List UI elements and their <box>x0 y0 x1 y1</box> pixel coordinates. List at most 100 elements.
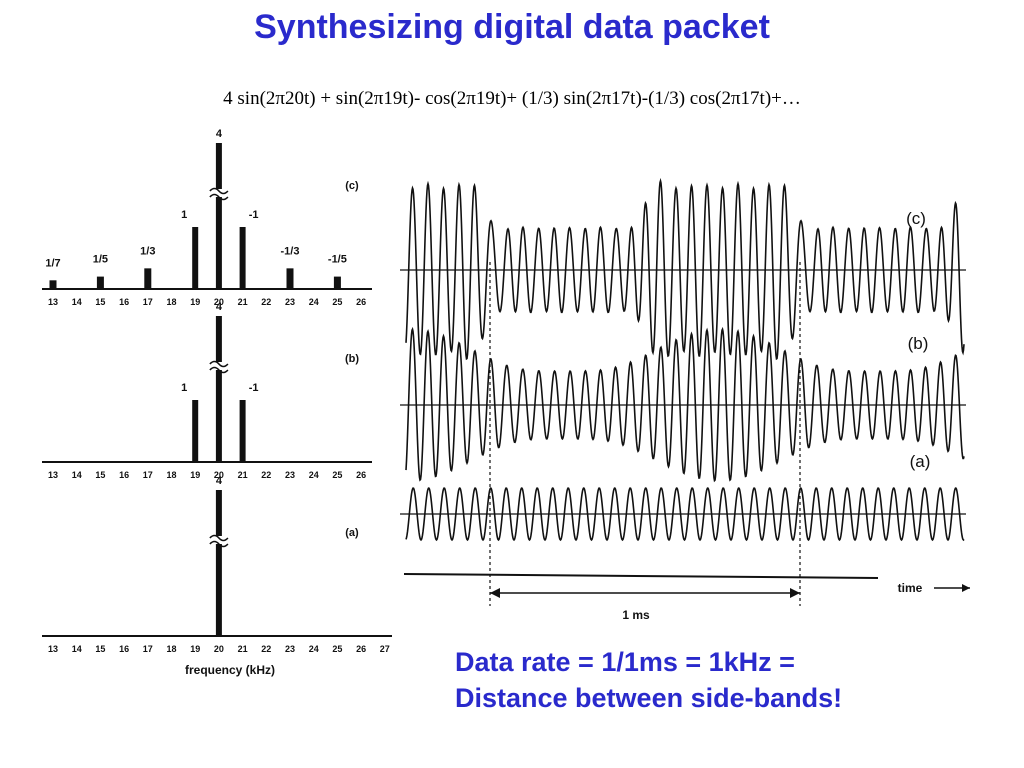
axis-break-mark <box>209 534 229 542</box>
data-rate-note: Data rate = 1/1ms = 1kHz = Distance betw… <box>455 644 842 716</box>
bar-label: -1/5 <box>328 254 347 266</box>
tick-label: 26 <box>356 470 366 480</box>
bar-label: 1/5 <box>93 254 108 266</box>
time-annotations: time 1 ms <box>403 262 970 622</box>
spectrum-bar-20 <box>215 316 222 462</box>
tick-label: 23 <box>285 644 295 654</box>
tick-label: 27 <box>380 644 390 654</box>
tick-label: 17 <box>143 297 153 307</box>
waveform-panels: (c) (b) (a) time 1 ms <box>400 177 970 622</box>
spectrum-panel-label: (b) <box>345 353 359 365</box>
tick-label: 23 <box>285 297 295 307</box>
tick-label: 18 <box>166 470 176 480</box>
tick-label: 13 <box>48 470 58 480</box>
tick-label: 26 <box>356 644 366 654</box>
tick-label: 16 <box>119 644 129 654</box>
waveform-trace <box>405 177 965 361</box>
axis-break <box>212 362 225 370</box>
tick-label: 15 <box>95 297 105 307</box>
spectrum-bar-25 <box>333 276 341 289</box>
axis-break-mark <box>209 360 229 368</box>
waveform-trace <box>405 326 965 483</box>
waveform-panel-0: (c) <box>400 177 966 361</box>
tick-label: 13 <box>48 297 58 307</box>
tick-label: 25 <box>332 644 342 654</box>
waveform-panel-label: (c) <box>906 209 926 228</box>
tick-label: 22 <box>261 297 271 307</box>
interval-arrow-left <box>490 588 500 598</box>
axis-break-mark <box>209 540 229 548</box>
tick-label: 23 <box>285 470 295 480</box>
bar-label: -1/3 <box>281 245 300 257</box>
time-arrow-head <box>962 584 970 592</box>
tick-label: 17 <box>143 470 153 480</box>
tick-label: 16 <box>119 297 129 307</box>
time-axis-label: time <box>898 581 923 595</box>
tick-label: 25 <box>332 470 342 480</box>
axis-break-mark <box>209 366 229 374</box>
spectra-panels: 13 14 15 16 17 18 19 20 21 22 23 24 25 26(c)1/7 1/51/3… <box>42 128 392 677</box>
tick-label: 14 <box>72 297 82 307</box>
time-axis <box>403 573 879 579</box>
bar-label: 1/7 <box>45 257 60 269</box>
spectrum-bar-19 <box>192 400 199 462</box>
tick-label: 22 <box>261 470 271 480</box>
note-line-2: Distance between side-bands! <box>455 683 843 713</box>
tick-label: 22 <box>261 644 271 654</box>
spectrum-bar-19 <box>192 227 199 289</box>
formula: 4 sin(2π20t) + sin(2π19t)- cos(2π19t)+ (… <box>223 88 801 109</box>
tick-label: 20 <box>214 297 224 307</box>
axis-break-mark <box>209 187 229 195</box>
tick-label: 24 <box>309 470 319 480</box>
note-line-1: Data rate = 1/1ms = 1kHz = <box>455 647 795 677</box>
waveform-panel-label: (a) <box>910 452 931 471</box>
tick-label: 17 <box>143 644 153 654</box>
bar-label: 1 <box>181 382 187 394</box>
spectrum-bar-17 <box>144 268 152 289</box>
tick-label: 21 <box>238 644 248 654</box>
tick-label: 19 <box>190 297 200 307</box>
spectrum-panel-1: 13 14 15 16 17 18 19 20 21 22 23 24 25 26(b)14-1 <box>42 301 372 480</box>
spectrum-panel-label: (a) <box>345 527 359 539</box>
axis-break <box>212 536 225 544</box>
tick-label: 19 <box>190 470 200 480</box>
spectrum-bar-15 <box>96 276 104 289</box>
slide-title: Synthesizing digital data packet <box>254 8 770 46</box>
spectrum-bar-21 <box>239 227 246 289</box>
tick-label: 18 <box>166 644 176 654</box>
frequency-axis-label: frequency (kHz) <box>185 663 275 677</box>
bar-label: 4 <box>216 128 223 140</box>
bar-label: -1 <box>249 382 259 394</box>
spectrum-bar-20 <box>215 143 222 289</box>
tick-label: 15 <box>95 644 105 654</box>
spectrum-bar-20 <box>215 490 222 636</box>
tick-label: 18 <box>166 297 176 307</box>
tick-label: 14 <box>72 644 82 654</box>
waveform-panel-label: (b) <box>908 334 929 353</box>
waveform-panel-1: (b) <box>400 326 966 483</box>
axis-break <box>212 189 225 197</box>
tick-label: 25 <box>332 297 342 307</box>
interval-label: 1 ms <box>622 608 650 622</box>
spectrum-panel-2: 13 14 15 16 17 18 19 20 21 22 23 24 25 26 27 (a) 4 freque… <box>42 475 392 677</box>
tick-label: 24 <box>309 644 319 654</box>
tick-label: 19 <box>190 644 200 654</box>
spectrum-bar-21 <box>239 400 246 462</box>
spectrum-panel-label: (c) <box>345 180 359 192</box>
tick-label: 24 <box>309 297 319 307</box>
bar-label: 4 <box>216 301 223 313</box>
bar-label: 1 <box>181 209 187 221</box>
tick-label: 14 <box>72 470 82 480</box>
tick-label: 20 <box>214 644 224 654</box>
spectrum-bar-13 <box>49 280 57 289</box>
axis-break-mark <box>209 193 229 201</box>
tick-label: 21 <box>238 297 248 307</box>
bar-label: 4 <box>216 475 223 487</box>
tick-label: 20 <box>214 470 224 480</box>
tick-label: 21 <box>238 470 248 480</box>
waveform-trace <box>405 487 965 542</box>
spectrum-bar-23 <box>286 268 294 289</box>
tick-label: 16 <box>119 470 129 480</box>
tick-label: 26 <box>356 297 366 307</box>
